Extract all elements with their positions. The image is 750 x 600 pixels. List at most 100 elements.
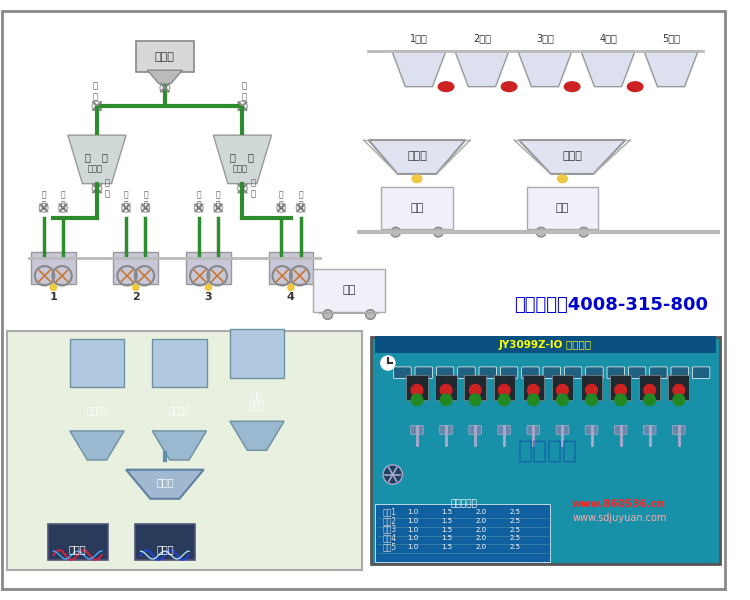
Circle shape [365, 310, 375, 319]
Text: 小车: 小车 [556, 203, 569, 213]
FancyBboxPatch shape [375, 503, 550, 562]
FancyBboxPatch shape [70, 339, 124, 387]
Text: 2.0: 2.0 [476, 509, 486, 515]
Polygon shape [518, 51, 572, 86]
Text: 搅拌机: 搅拌机 [69, 544, 86, 554]
Text: 慢
速: 慢 速 [143, 190, 148, 210]
Circle shape [527, 385, 539, 396]
Text: 3号仓: 3号仓 [536, 33, 554, 43]
Text: 2号仓: 2号仓 [473, 33, 491, 43]
FancyBboxPatch shape [152, 339, 206, 387]
FancyBboxPatch shape [436, 374, 457, 400]
FancyBboxPatch shape [375, 336, 716, 353]
Text: 快
速: 快 速 [41, 190, 46, 210]
FancyBboxPatch shape [371, 337, 719, 564]
Polygon shape [392, 51, 446, 86]
Circle shape [644, 385, 656, 396]
Circle shape [673, 385, 685, 396]
Text: 快
速: 快 速 [279, 190, 284, 210]
Text: 1.0: 1.0 [407, 535, 419, 541]
FancyBboxPatch shape [564, 367, 582, 379]
Text: 青: 青 [102, 152, 108, 163]
Text: 1.0: 1.0 [407, 518, 419, 524]
Text: 1.5: 1.5 [441, 544, 452, 550]
FancyBboxPatch shape [440, 425, 452, 434]
Circle shape [644, 394, 656, 406]
Circle shape [579, 227, 589, 237]
Circle shape [323, 310, 332, 319]
Text: www.sdjuyuan.com: www.sdjuyuan.com [572, 513, 667, 523]
FancyBboxPatch shape [580, 374, 602, 400]
FancyBboxPatch shape [526, 187, 598, 229]
Text: 青: 青 [248, 152, 253, 163]
FancyBboxPatch shape [406, 374, 427, 400]
Circle shape [391, 227, 400, 237]
FancyBboxPatch shape [47, 524, 108, 560]
FancyBboxPatch shape [498, 425, 511, 434]
Circle shape [383, 465, 403, 484]
Text: www.860536.cn: www.860536.cn [572, 499, 665, 509]
Ellipse shape [564, 82, 580, 92]
FancyBboxPatch shape [639, 374, 660, 400]
Text: 2: 2 [132, 292, 140, 302]
Text: 2.5: 2.5 [509, 509, 520, 515]
Polygon shape [126, 470, 204, 499]
Circle shape [380, 355, 396, 371]
Text: JY3099Z-IO 配料系统: JY3099Z-IO 配料系统 [499, 340, 592, 350]
Text: 1.5: 1.5 [441, 535, 452, 541]
Text: 小车: 小车 [343, 286, 355, 295]
FancyBboxPatch shape [136, 41, 194, 72]
Polygon shape [580, 51, 635, 86]
Text: 4: 4 [287, 292, 295, 302]
Text: 配方2: 配方2 [383, 516, 397, 525]
FancyBboxPatch shape [415, 367, 433, 379]
Text: 快
速: 快 速 [124, 190, 128, 210]
Text: 手
动: 手 动 [251, 179, 255, 198]
Text: 2.0: 2.0 [476, 518, 486, 524]
FancyBboxPatch shape [436, 367, 454, 379]
Text: 1.5: 1.5 [441, 518, 452, 524]
Circle shape [470, 394, 481, 406]
Circle shape [499, 385, 510, 396]
FancyBboxPatch shape [268, 251, 314, 284]
Ellipse shape [557, 175, 567, 182]
Text: 配方3: 配方3 [383, 525, 398, 534]
FancyBboxPatch shape [494, 374, 515, 400]
Text: 3: 3 [205, 292, 212, 302]
Ellipse shape [628, 82, 643, 92]
Circle shape [586, 394, 597, 406]
Text: 2.5: 2.5 [509, 544, 520, 550]
FancyBboxPatch shape [186, 251, 231, 284]
Circle shape [411, 394, 423, 406]
Text: 流量
计量罐: 流量 计量罐 [249, 392, 265, 412]
FancyBboxPatch shape [585, 425, 598, 434]
Text: 配料参数表: 配料参数表 [450, 499, 477, 508]
Circle shape [411, 385, 423, 396]
Text: 2.0: 2.0 [476, 535, 486, 541]
Text: 计量斗: 计量斗 [407, 151, 427, 161]
Text: 计量仓: 计量仓 [156, 478, 174, 487]
Text: 2.0: 2.0 [476, 544, 486, 550]
Text: 搅拌机: 搅拌机 [156, 544, 174, 554]
Text: 居源工控: 居源工控 [518, 439, 578, 463]
FancyBboxPatch shape [522, 367, 539, 379]
Text: 计量罐: 计量罐 [233, 164, 248, 173]
Circle shape [440, 394, 452, 406]
Text: 5号仓: 5号仓 [662, 33, 680, 43]
Text: 1.0: 1.0 [407, 544, 419, 550]
FancyBboxPatch shape [479, 367, 496, 379]
Text: 慢
速: 慢 速 [61, 190, 65, 210]
FancyBboxPatch shape [523, 374, 544, 400]
Text: 免费热线：4008-315-800: 免费热线：4008-315-800 [514, 296, 708, 314]
Polygon shape [152, 431, 206, 460]
Text: 手
动: 手 动 [105, 179, 110, 198]
FancyBboxPatch shape [7, 331, 362, 569]
FancyBboxPatch shape [671, 367, 688, 379]
FancyBboxPatch shape [650, 367, 668, 379]
Ellipse shape [501, 82, 517, 92]
FancyBboxPatch shape [113, 251, 158, 284]
FancyBboxPatch shape [552, 374, 573, 400]
FancyBboxPatch shape [527, 425, 540, 434]
FancyBboxPatch shape [230, 329, 284, 377]
FancyBboxPatch shape [458, 367, 476, 379]
